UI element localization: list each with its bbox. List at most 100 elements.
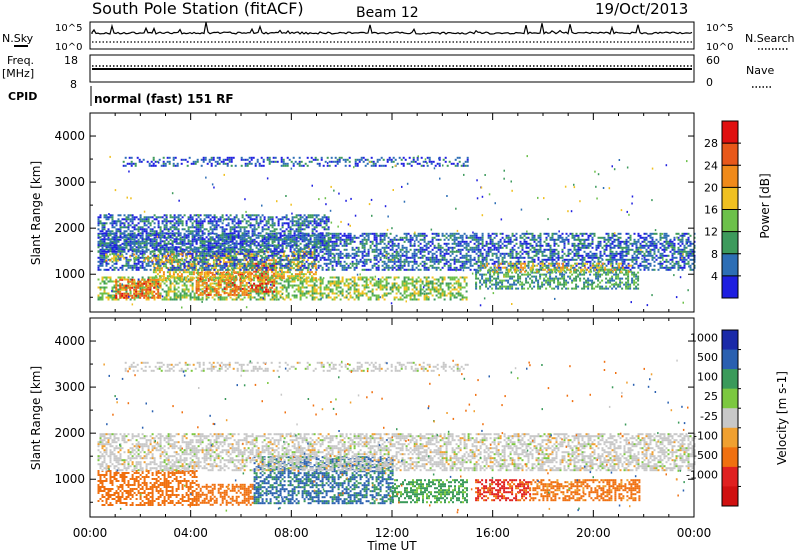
power-cell <box>179 280 182 283</box>
power-cell <box>255 292 258 295</box>
power-cell <box>457 236 460 239</box>
power-cell <box>409 236 412 239</box>
power-cell <box>523 238 526 241</box>
power-cell <box>107 258 110 261</box>
power-cell <box>312 265 315 268</box>
power-cell <box>503 238 506 241</box>
power-cell <box>244 257 247 260</box>
power-cell <box>161 244 164 247</box>
power-cell <box>597 246 600 249</box>
power-cell <box>173 286 176 289</box>
power-cell <box>477 242 480 245</box>
power-cell <box>133 294 136 297</box>
power-cell <box>223 264 226 267</box>
power-cell <box>137 266 140 269</box>
power-cell <box>209 288 212 291</box>
power-cell <box>353 288 356 291</box>
power-cell <box>545 260 548 263</box>
power-cell <box>439 258 442 261</box>
power-cell <box>403 262 406 265</box>
power-cell <box>481 238 484 241</box>
power-cell <box>139 256 142 259</box>
power-cell <box>149 282 152 285</box>
power-cell <box>421 292 424 295</box>
power-cell <box>311 290 314 293</box>
power-cell <box>375 240 378 243</box>
power-cell <box>227 293 230 296</box>
power-cell <box>311 240 314 243</box>
power-cell <box>457 294 460 297</box>
power-cell <box>288 277 291 280</box>
power-cell <box>211 290 214 293</box>
power-cell <box>335 242 338 245</box>
power-cell <box>345 278 348 281</box>
power-cell <box>209 254 212 257</box>
power-cell <box>545 242 548 245</box>
power-cell <box>477 266 480 269</box>
power-cell <box>101 286 104 289</box>
power-cell <box>361 260 364 263</box>
power-cell <box>537 236 540 239</box>
power-cell <box>411 244 414 247</box>
power-cell <box>547 256 550 259</box>
power-cell <box>337 294 340 297</box>
power-cell <box>509 236 512 239</box>
power-cell <box>433 258 436 261</box>
power-cell <box>261 288 264 291</box>
power-cell <box>203 275 206 278</box>
power-cell <box>161 254 164 257</box>
power-cell <box>491 242 494 245</box>
power-cell <box>259 284 262 287</box>
power-cell <box>345 266 348 269</box>
power-cell <box>425 280 428 283</box>
power-cell <box>215 282 218 285</box>
power-cell <box>581 246 584 249</box>
power-cell <box>131 296 134 299</box>
power-cell <box>335 264 338 267</box>
power-cell <box>543 254 546 257</box>
power-cell <box>280 279 283 282</box>
power-cell <box>107 234 110 237</box>
power-cell <box>553 264 556 267</box>
power-cell <box>343 266 346 269</box>
power-cell <box>271 234 274 237</box>
power-cell <box>359 250 362 253</box>
power-cell <box>187 232 190 235</box>
power-cell <box>441 288 444 291</box>
power-cell <box>306 259 309 262</box>
power-cell <box>395 282 398 285</box>
power-cell <box>419 278 422 281</box>
power-cell <box>397 246 400 249</box>
power-cell <box>327 258 330 261</box>
power-cell <box>601 246 604 249</box>
power-cell <box>143 278 146 281</box>
power-cell <box>169 262 172 265</box>
power-cell <box>541 250 544 253</box>
power-cell <box>145 294 148 297</box>
power-cell <box>125 296 128 299</box>
power-cell <box>213 289 216 292</box>
power-cell <box>305 296 308 299</box>
power-cell <box>347 286 350 289</box>
power-cell <box>275 286 278 289</box>
power-cell <box>493 232 496 235</box>
power-cell <box>286 275 289 278</box>
power-cell <box>407 250 410 253</box>
power-cell <box>189 294 192 297</box>
power-cell <box>437 288 440 291</box>
power-cell <box>197 298 200 301</box>
power-cell <box>415 286 418 289</box>
power-cell <box>217 278 220 281</box>
power-cell <box>117 288 120 291</box>
power-cell <box>200 271 203 274</box>
power-cell <box>265 258 268 261</box>
power-cell <box>230 273 233 276</box>
power-cell <box>278 273 281 276</box>
power-cell <box>513 262 516 265</box>
power-cell <box>285 254 288 257</box>
power-cell <box>207 291 210 294</box>
power-cell <box>302 259 305 262</box>
power-cell <box>191 234 194 237</box>
power-cell <box>275 292 278 295</box>
power-cell <box>587 252 590 255</box>
